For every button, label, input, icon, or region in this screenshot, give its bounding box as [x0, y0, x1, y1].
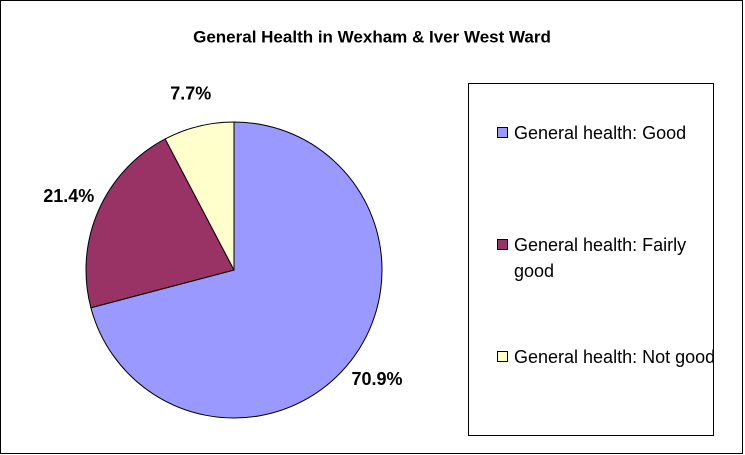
- legend-swatch: [497, 351, 508, 362]
- legend-swatch: [497, 239, 508, 250]
- legend-label: General health: Fairly good: [514, 235, 687, 281]
- data-label: 70.9%: [351, 369, 402, 389]
- pie-slice: [164, 121, 235, 271]
- legend: General health: Good General health: Fair…: [468, 83, 715, 436]
- data-label: 21.4%: [43, 186, 94, 206]
- legend-entry: General health: Not good: [497, 344, 724, 370]
- legend-label: General health: Good: [514, 123, 687, 143]
- legend-entry: General health: Fairly good: [497, 232, 724, 284]
- legend-swatch: [497, 127, 508, 138]
- chart-title: General Health in Wexham & Iver West War…: [193, 27, 551, 46]
- pie-slice: [85, 138, 235, 309]
- pie-slice: [90, 121, 383, 419]
- data-label: 7.7%: [170, 83, 211, 103]
- legend-label: General health: Not good: [514, 347, 716, 367]
- legend-entry: General health: Good: [497, 120, 724, 146]
